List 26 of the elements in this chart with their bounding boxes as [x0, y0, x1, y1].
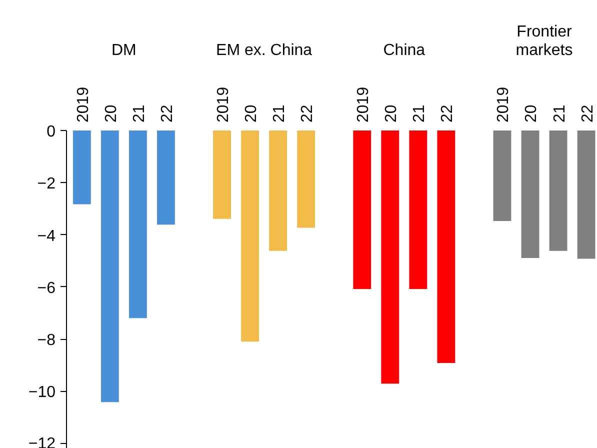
text: EM ex. China	[216, 42, 312, 59]
y-tick-label: −2	[37, 176, 56, 193]
x-tick-label: 20	[102, 104, 120, 122]
x-tick-label: 20	[243, 104, 260, 122]
text: Frontier markets	[516, 23, 573, 59]
x-tick-label: 2019	[495, 86, 512, 122]
x-tick-label: 22	[158, 104, 176, 122]
x-tick-label: 22	[299, 104, 316, 122]
x-tick-label: 20	[383, 104, 400, 122]
x-tick-label: 2019	[74, 86, 92, 122]
y-tick-label: −6	[37, 280, 56, 297]
x-tick-label: 21	[130, 104, 148, 122]
x-tick-label: 21	[551, 104, 568, 122]
x-tick-label: 22	[579, 104, 596, 122]
y-tick-label: −4	[37, 228, 56, 245]
text: DM	[112, 42, 136, 59]
y-tick-label: −8	[37, 332, 56, 350]
x-tick-label: 21	[411, 104, 428, 122]
x-tick-label: 2019	[215, 86, 232, 122]
x-tick-label: 21	[271, 104, 288, 122]
text: China	[383, 42, 426, 59]
x-tick-label: 20	[523, 104, 540, 122]
x-tick-label: 2019	[355, 86, 372, 122]
x-tick-label: 22	[439, 104, 456, 122]
y-tick-label: −10	[28, 384, 56, 402]
y-tick-label: 0	[46, 124, 56, 140]
